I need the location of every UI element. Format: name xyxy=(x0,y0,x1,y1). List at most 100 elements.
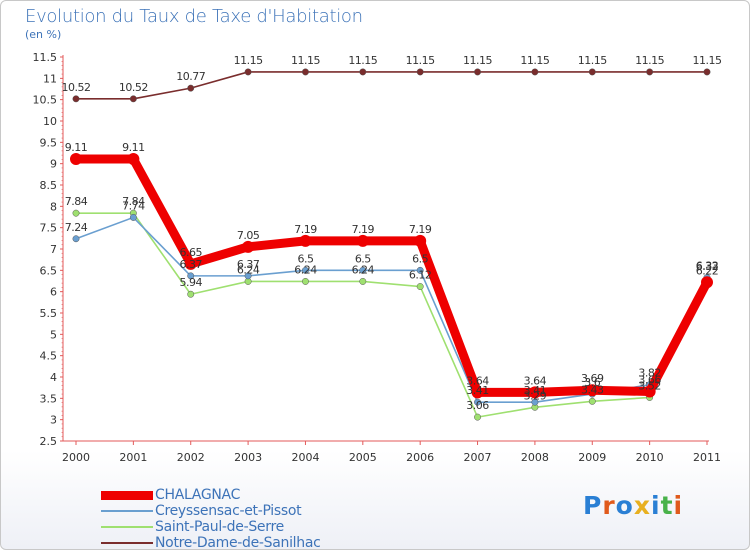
logo-letter: o xyxy=(615,491,634,520)
data-label: 11.15 xyxy=(635,54,664,67)
data-point xyxy=(471,386,484,399)
series-line xyxy=(71,154,712,397)
data-point xyxy=(531,68,539,76)
data-point xyxy=(588,68,596,76)
x-tick-label: 2011 xyxy=(693,451,721,464)
data-label: 6.5 xyxy=(355,252,371,265)
series-line xyxy=(75,212,708,418)
y-tick-label: 9 xyxy=(50,158,57,171)
y-tick-label: 9.5 xyxy=(40,136,58,149)
data-point xyxy=(474,413,481,421)
data-point xyxy=(588,397,596,405)
data-label: 7.05 xyxy=(237,229,260,242)
data-label: 6.22 xyxy=(696,264,719,277)
legend-swatch xyxy=(101,542,153,544)
data-point xyxy=(701,276,713,289)
logo-letter: i xyxy=(673,491,684,520)
x-tick-label: 2001 xyxy=(119,451,147,464)
logo-letter: r xyxy=(602,491,616,520)
data-point xyxy=(187,84,195,92)
data-label: 7.84 xyxy=(65,195,88,208)
data-label: 11.15 xyxy=(291,54,320,67)
data-label: 3.66 xyxy=(638,374,661,387)
data-label: 6.5 xyxy=(412,252,428,265)
data-point xyxy=(474,398,481,406)
y-tick-label: 5.5 xyxy=(40,307,58,320)
data-label: 6.65 xyxy=(179,246,202,259)
data-label: 5.94 xyxy=(179,276,202,289)
legend-item: Notre-Dame-de-Sanilhac xyxy=(101,535,321,550)
data-label: 7.24 xyxy=(65,221,88,234)
y-tick-label: 6 xyxy=(50,286,57,299)
data-label: 7.19 xyxy=(294,223,317,236)
logo-letter: x xyxy=(633,491,651,520)
proxiti-logo: Proxiti xyxy=(583,491,683,520)
data-label: 7.84 xyxy=(122,195,145,208)
data-label: 9.11 xyxy=(122,141,145,154)
data-point xyxy=(356,234,369,247)
data-label: 3.82 xyxy=(638,367,661,380)
data-label: 3.64 xyxy=(524,374,547,387)
y-tick-label: 10.5 xyxy=(33,94,58,107)
data-point xyxy=(129,95,137,103)
legend-item: Creyssensac-et-Pissot xyxy=(101,503,321,519)
data-label: 3.52 xyxy=(638,379,661,392)
x-tick-label: 2009 xyxy=(578,451,606,464)
legend-label: Creyssensac-et-Pissot xyxy=(155,503,302,519)
data-point xyxy=(302,266,309,274)
legend-label: Saint-Paul-de-Serre xyxy=(155,519,284,535)
data-label: 6.24 xyxy=(237,263,260,276)
data-label: 3.41 xyxy=(524,384,547,397)
legend-swatch xyxy=(101,510,153,512)
x-tick-label: 2006 xyxy=(406,451,434,464)
data-label: 6.12 xyxy=(409,269,432,282)
data-point xyxy=(416,283,424,290)
legend-label: Notre-Dame-de-Sanilhac xyxy=(155,535,321,550)
data-label: 11.15 xyxy=(693,54,722,67)
y-tick-label: 3.5 xyxy=(40,392,58,405)
data-point xyxy=(187,272,195,280)
data-point xyxy=(416,68,424,76)
data-label: 3.06 xyxy=(466,399,489,412)
data-label: 11.15 xyxy=(348,54,377,67)
series-line xyxy=(75,71,708,100)
logo-letter: i xyxy=(651,491,661,520)
y-tick-label: 8.5 xyxy=(40,179,58,192)
data-point xyxy=(72,209,80,217)
data-label: 6.33 xyxy=(696,260,719,273)
x-tick-label: 2002 xyxy=(177,451,205,464)
y-tick-label: 4.5 xyxy=(40,350,58,363)
data-point xyxy=(643,385,656,398)
data-point xyxy=(414,234,427,247)
y-tick-label: 4 xyxy=(50,371,57,384)
legend: CHALAGNAC Creyssensac-et-Pissot Saint-Paul… xyxy=(101,487,321,550)
x-tick-label: 2004 xyxy=(291,451,319,464)
logo-letter: t xyxy=(660,491,674,520)
data-point xyxy=(244,272,252,280)
legend-swatch xyxy=(101,526,153,528)
data-label: 3.64 xyxy=(466,374,489,387)
data-label: 3.41 xyxy=(466,384,489,397)
data-label: 6.32 xyxy=(696,260,719,273)
chart-title: Evolution du Taux de Taxe d'Habitation xyxy=(25,6,363,27)
logo-letter: P xyxy=(583,491,603,520)
legend-item: CHALAGNAC xyxy=(101,487,321,503)
data-label: 10.77 xyxy=(176,70,205,83)
data-point xyxy=(359,68,367,76)
data-label: 10.52 xyxy=(119,81,148,94)
data-point xyxy=(528,386,541,399)
x-tick-label: 2007 xyxy=(464,451,492,464)
data-label: 9.11 xyxy=(65,141,88,154)
data-point xyxy=(531,398,539,406)
data-label: 11.15 xyxy=(406,54,435,67)
data-point xyxy=(359,266,367,274)
data-point xyxy=(703,68,711,76)
data-point xyxy=(586,384,599,397)
data-label: 6.37 xyxy=(237,258,260,271)
data-point xyxy=(70,152,82,165)
data-point xyxy=(299,234,312,247)
data-label: 11.15 xyxy=(463,54,492,67)
data-point xyxy=(244,68,252,76)
data-point xyxy=(302,277,309,285)
